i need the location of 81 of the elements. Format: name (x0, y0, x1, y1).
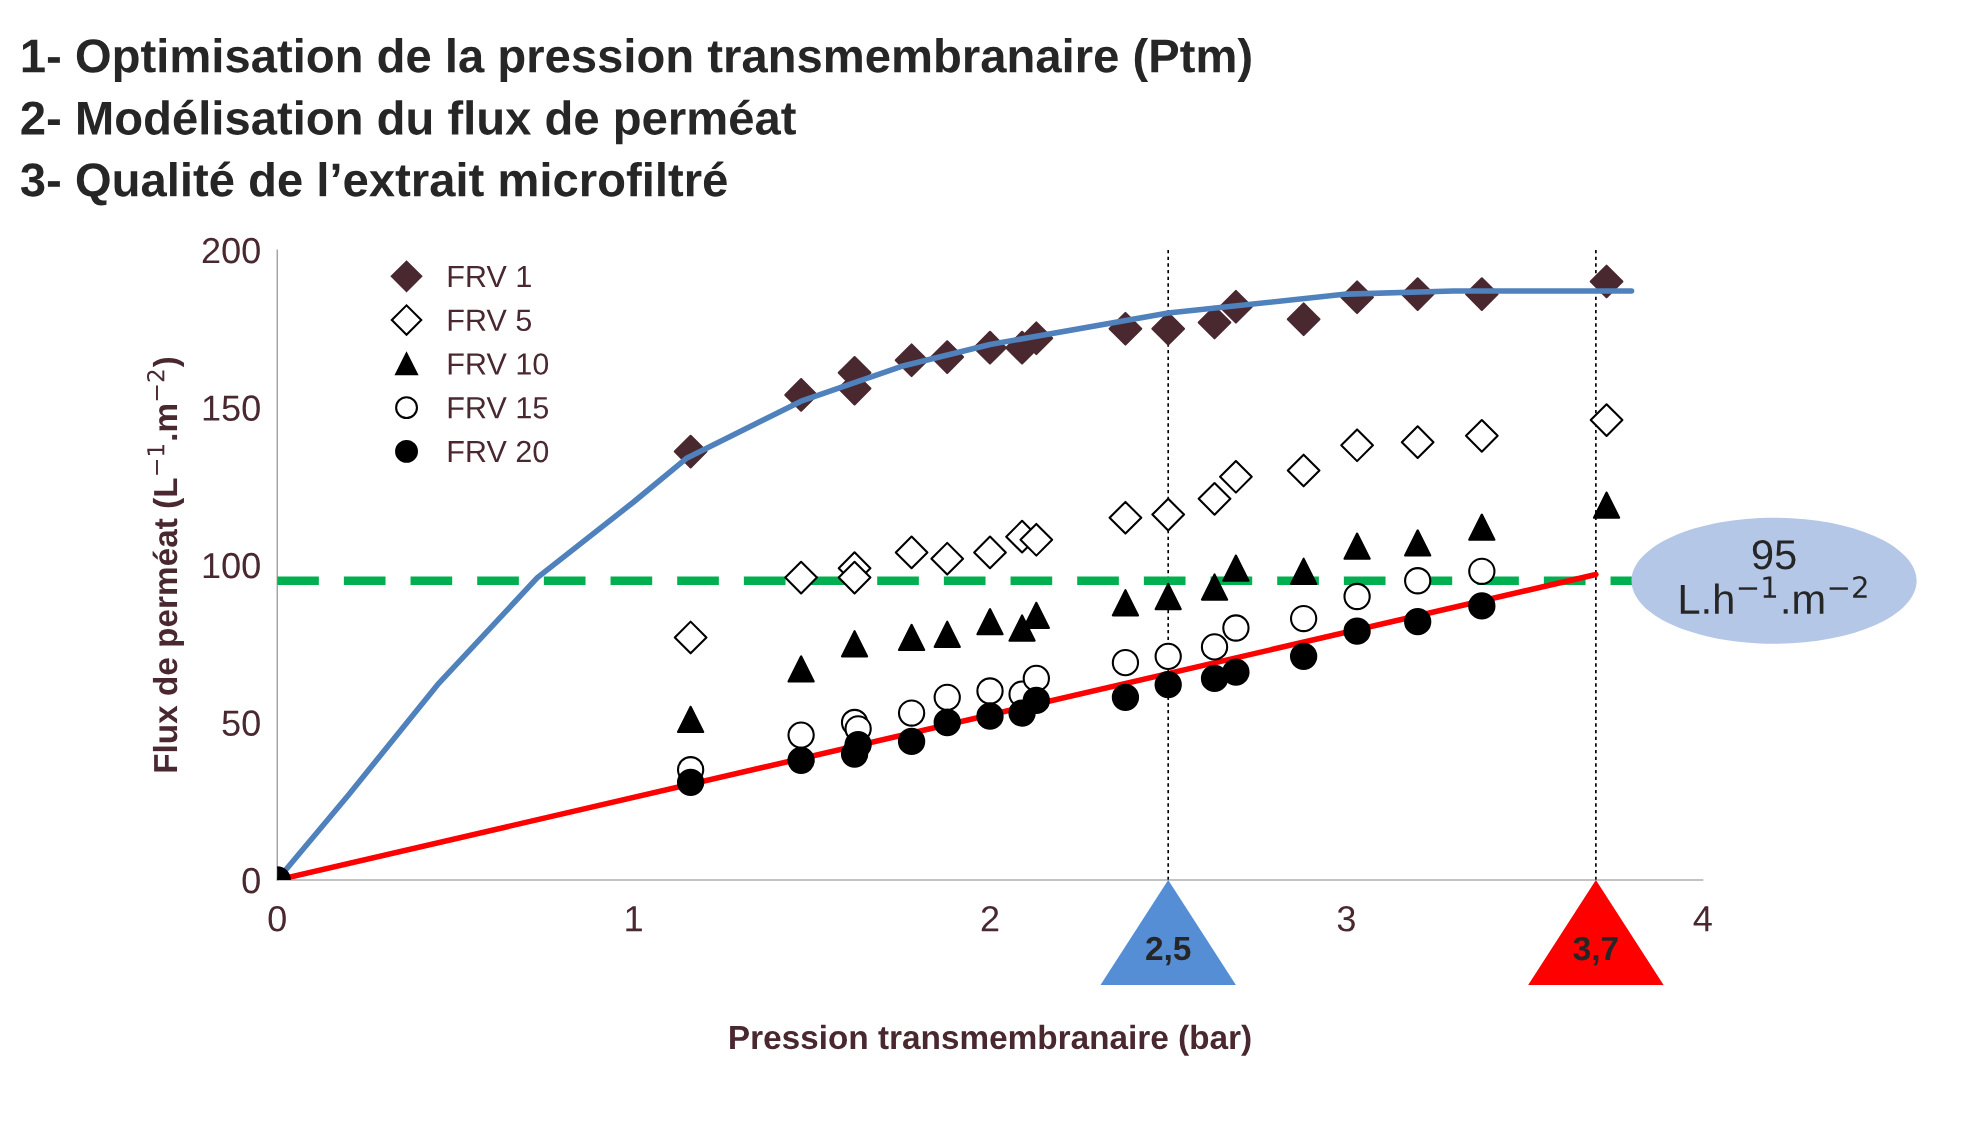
x-tick-label: 4 (1693, 906, 1712, 932)
legend-label: FRV 1 (448, 266, 531, 288)
text: 3- Qualité de l’extrait microfiltré (20, 161, 727, 206)
point (976, 677, 1004, 705)
point (1400, 425, 1435, 460)
point (673, 620, 708, 655)
point (1464, 418, 1499, 453)
point (933, 620, 961, 648)
x-tick-label: 3 (1337, 905, 1355, 932)
point (1592, 491, 1621, 519)
point (1404, 608, 1432, 636)
point (1111, 589, 1140, 617)
point (1200, 664, 1229, 693)
point (973, 535, 1007, 570)
y-tick-label: 0 (242, 867, 260, 894)
y-tick-label: 200 (202, 237, 260, 264)
point (1340, 428, 1374, 463)
point (1286, 453, 1321, 488)
point (1222, 554, 1250, 582)
legend-label: FRV 20 (448, 440, 549, 463)
y-tick-label: 50 (222, 710, 260, 736)
text: 1- Optimisation de la pression transmembranaire (Ptm) (22, 37, 1251, 83)
point (787, 746, 815, 774)
ref-line-label: 2,5 (1146, 936, 1191, 966)
point (837, 560, 872, 595)
point (1468, 592, 1496, 620)
ref-line-label: 3,7 (1573, 936, 1618, 966)
point (1111, 648, 1140, 677)
point (1111, 683, 1140, 711)
point (1008, 614, 1036, 642)
point (787, 721, 815, 749)
point (1468, 557, 1496, 585)
y-tick-label: 100 (203, 552, 260, 579)
point (976, 702, 1004, 730)
point (897, 727, 926, 756)
ref-line-label: 95 L.h$^{−1}$.m$^{−2}$ (1680, 539, 1867, 614)
point (784, 560, 818, 595)
point (1222, 658, 1250, 686)
point (1197, 481, 1232, 516)
point (894, 535, 929, 570)
x-tick-label: 1 (626, 906, 642, 932)
point (976, 608, 1004, 636)
point (1222, 614, 1250, 642)
point (1404, 567, 1432, 595)
point (897, 623, 926, 652)
point (1289, 557, 1318, 585)
point (1154, 671, 1182, 699)
x-axis-title: Pression transmembranaire (bar) (730, 1024, 1251, 1056)
y-tick-label: 150 (203, 395, 260, 421)
point (930, 541, 965, 576)
point (1289, 604, 1318, 633)
point (1108, 500, 1143, 535)
x-tick-label: 0 (268, 905, 286, 932)
point (1154, 642, 1182, 671)
point (676, 768, 705, 797)
point (1219, 459, 1253, 494)
legend-label: FRV 15 (448, 397, 549, 419)
point (787, 655, 815, 683)
point (1151, 497, 1186, 532)
point (1019, 522, 1054, 557)
point (1343, 617, 1371, 645)
point (1468, 513, 1496, 541)
point (1343, 582, 1371, 611)
point (1343, 532, 1371, 560)
point (1154, 582, 1182, 611)
legend-label: FRV 10 (448, 353, 549, 375)
y-axis-title: Flux de perméat (L$^{−1}$.m$^{−2}$) (146, 357, 184, 772)
point (897, 699, 926, 727)
point (1404, 529, 1432, 557)
point (1589, 403, 1624, 437)
text: 2- Modélisation du flux de perméat (21, 99, 796, 145)
point (1200, 633, 1229, 661)
point (933, 708, 961, 737)
legend-label: FRV 5 (448, 309, 532, 332)
point (1286, 302, 1321, 337)
point (676, 705, 705, 734)
point (1289, 642, 1318, 671)
x-tick-label: 2 (981, 905, 999, 932)
point (840, 630, 869, 658)
point (1022, 686, 1050, 715)
point (1200, 573, 1229, 601)
